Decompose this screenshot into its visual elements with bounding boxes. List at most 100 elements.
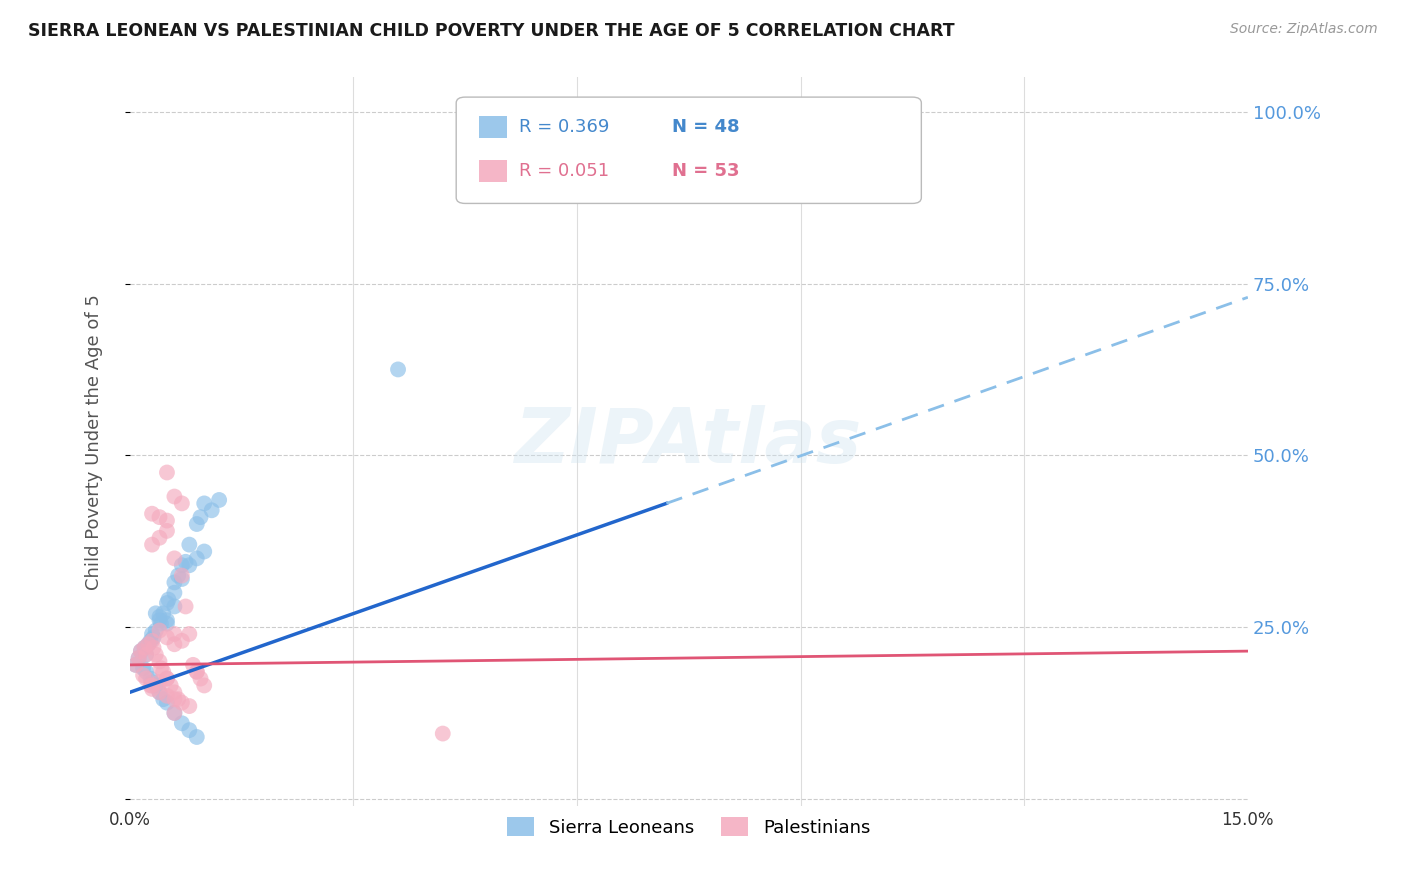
Point [134,640,156,655]
Point [135,672,157,686]
Point [148,609,170,624]
Point [148,531,170,545]
Point [141,681,163,696]
Point [174,555,197,569]
Text: SIERRA LEONEAN VS PALESTINIAN CHILD POVERTY UNDER THE AGE OF 5 CORRELATION CHART: SIERRA LEONEAN VS PALESTINIAN CHILD POVE… [28,22,955,40]
Point [132,668,155,682]
Point [135,665,157,679]
Point [163,685,186,699]
Point [156,672,179,686]
Point [139,672,162,686]
Point [208,493,231,508]
Point [193,496,215,510]
Point [150,661,173,675]
Point [152,665,174,679]
Text: Source: ZipAtlas.com: Source: ZipAtlas.com [1230,22,1378,37]
Point [148,510,170,524]
Point [179,538,201,552]
Point [136,637,159,651]
Point [170,696,193,710]
Point [163,637,186,651]
FancyBboxPatch shape [478,160,506,182]
Point [170,716,193,731]
Point [179,558,201,573]
Point [387,362,409,376]
Point [186,516,208,531]
Point [179,627,201,641]
Point [163,490,186,504]
Point [141,678,163,692]
Point [141,675,163,690]
Point [163,575,186,590]
Point [156,616,179,631]
Point [159,678,181,692]
Text: N = 48: N = 48 [672,118,740,136]
Point [148,624,170,638]
Point [124,657,146,672]
Point [124,657,146,672]
Point [142,631,165,645]
Point [145,607,167,621]
Point [190,672,212,686]
Point [156,613,179,627]
Text: ZIPAtlas: ZIPAtlas [515,405,862,479]
Point [186,665,208,679]
Text: R = 0.051: R = 0.051 [519,161,609,179]
Point [128,651,150,665]
Point [170,633,193,648]
Point [156,514,179,528]
Point [152,607,174,621]
Point [148,655,170,669]
Point [156,631,179,645]
Point [174,599,197,614]
Point [129,644,152,658]
Point [156,696,179,710]
Point [201,503,224,517]
Point [157,592,180,607]
Point [156,524,179,538]
Point [136,637,159,651]
Point [163,599,186,614]
Point [156,466,179,480]
Point [148,613,170,627]
Point [142,640,165,655]
Point [135,648,157,662]
Point [163,706,186,720]
Point [190,510,212,524]
Point [148,685,170,699]
Point [186,730,208,744]
Point [163,692,186,706]
Point [128,651,150,665]
Point [163,551,186,566]
Point [156,596,179,610]
FancyBboxPatch shape [478,116,506,138]
Text: R = 0.369: R = 0.369 [519,118,609,136]
Point [145,624,167,638]
Point [163,585,186,599]
Point [135,648,157,662]
Point [186,551,208,566]
Point [145,678,167,692]
Point [167,568,190,582]
Point [148,685,170,699]
Text: N = 53: N = 53 [672,161,740,179]
Point [139,678,162,692]
Point [139,633,162,648]
Point [134,640,156,655]
Legend: Sierra Leoneans, Palestinians: Sierra Leoneans, Palestinians [501,810,877,844]
Point [181,657,204,672]
Point [150,616,173,631]
Point [141,538,163,552]
Point [179,699,201,714]
Point [163,706,186,720]
Point [141,633,163,648]
Point [179,723,201,738]
Point [170,496,193,510]
Point [170,558,193,573]
Point [152,692,174,706]
Point [170,572,193,586]
Point [170,568,193,582]
Point [145,648,167,662]
Point [193,678,215,692]
Point [186,665,208,679]
